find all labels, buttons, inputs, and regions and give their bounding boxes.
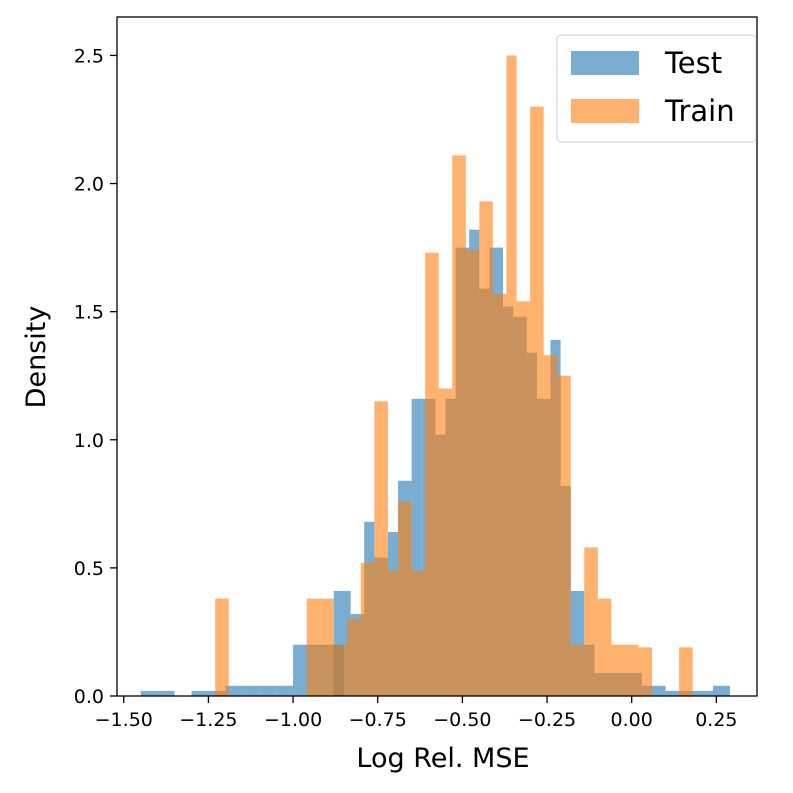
bar-layer <box>140 55 730 697</box>
bar-train-22 <box>584 547 598 696</box>
bar-test-39 <box>665 690 680 696</box>
y-tick-label: 0.5 <box>74 558 104 580</box>
bar-train-19 <box>543 355 558 696</box>
x-tick-label: −0.75 <box>349 709 407 731</box>
bar-train-8 <box>398 501 412 696</box>
bar-train-0 <box>215 598 229 696</box>
y-tick-label: 1.5 <box>74 302 104 324</box>
bar-train-17 <box>516 301 531 696</box>
bar-train-15 <box>492 293 507 696</box>
bar-test-41 <box>699 690 713 696</box>
bar-train-10 <box>425 252 439 697</box>
bar-train-21 <box>570 644 585 696</box>
bar-test-6 <box>259 685 277 696</box>
bar-train-23 <box>597 598 612 696</box>
bar-train-13 <box>465 250 480 697</box>
x-tick-label: 0.00 <box>611 709 653 731</box>
bar-test-5 <box>242 685 260 696</box>
legend-swatch-train <box>571 99 639 123</box>
bar-test-38 <box>655 685 666 696</box>
axes-frame <box>116 16 758 697</box>
legend-label-test: Test <box>664 46 722 80</box>
legend-swatch-test <box>571 51 639 75</box>
bar-test-7 <box>276 685 294 696</box>
x-tick-label: −0.25 <box>518 709 576 731</box>
bar-test-2 <box>191 690 209 696</box>
bar-train-20 <box>557 375 571 696</box>
bar-test-1 <box>157 690 175 696</box>
y-axis-ticks: 0.0 0.5 1.0 1.5 2.0 2.5 <box>74 45 117 708</box>
bar-train-24 <box>611 644 625 696</box>
bar-train-14 <box>479 201 493 697</box>
x-tick-label: −1.50 <box>95 709 153 731</box>
bar-test-4 <box>225 685 243 696</box>
bar-train-27 <box>679 647 693 696</box>
x-tick-label: −0.50 <box>433 709 491 731</box>
bar-train-26 <box>638 647 653 696</box>
x-tick-label: 0.25 <box>695 709 737 731</box>
bar-train-1 <box>306 598 321 696</box>
bar-train-12 <box>452 155 466 697</box>
bar-test-8 <box>293 644 311 696</box>
bar-train-4 <box>347 619 361 696</box>
legend-label-train: Train <box>664 94 735 128</box>
x-tick-label: −1.25 <box>179 709 237 731</box>
x-axis-ticks: −1.50 −1.25 −1.00 −0.75 −0.50 −0.25 0.00 0.25 <box>95 696 738 731</box>
bar-test-42 <box>712 685 730 696</box>
y-tick-label: 1.0 <box>74 430 104 452</box>
bar-train-7 <box>387 570 399 696</box>
bar-train-2 <box>320 598 334 696</box>
y-tick-label: 2.5 <box>74 45 104 67</box>
bar-train-9 <box>411 570 426 696</box>
bar-train-11 <box>438 388 453 696</box>
x-axis-label: Log Rel. MSE <box>356 743 529 774</box>
legend: Test Train <box>556 34 757 143</box>
bar-test-0 <box>140 690 158 696</box>
bar-test-17 <box>411 398 422 696</box>
y-tick-label: 2.0 <box>74 174 104 196</box>
bar-train-18 <box>530 106 544 697</box>
x-tick-label: −1.00 <box>264 709 322 731</box>
bar-train-3 <box>333 644 348 696</box>
bar-train-5 <box>360 562 375 696</box>
y-axis-label: Density <box>21 306 52 409</box>
bar-train-16 <box>506 55 517 697</box>
bar-train-25 <box>624 644 639 696</box>
bar-train-6 <box>374 401 388 696</box>
y-tick-label: 0.0 <box>74 686 104 708</box>
